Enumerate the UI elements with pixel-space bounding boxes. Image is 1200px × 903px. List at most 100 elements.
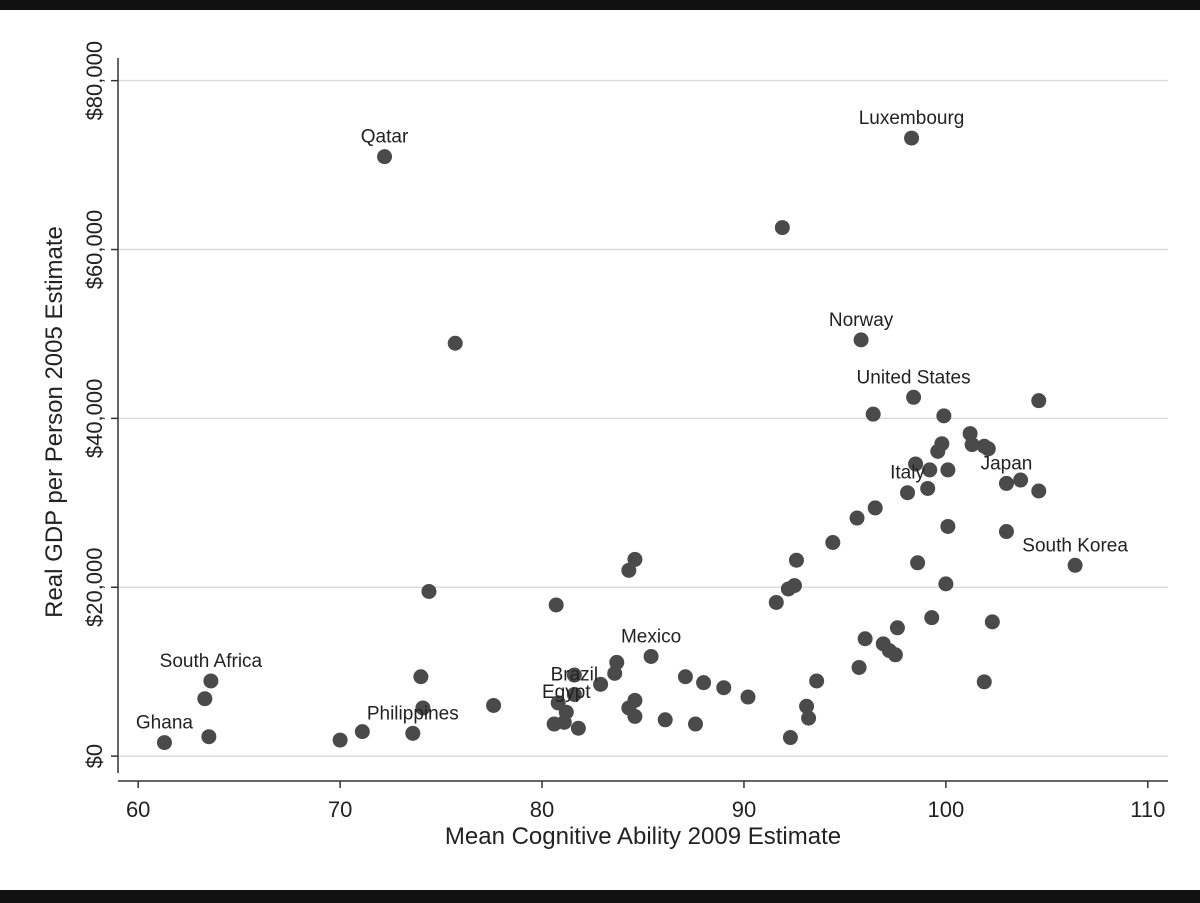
x-tick-label: 70 xyxy=(328,797,352,822)
data-point xyxy=(910,555,926,571)
data-points xyxy=(156,130,1083,751)
data-point xyxy=(940,462,956,478)
data-point xyxy=(865,406,881,422)
data-point xyxy=(627,708,643,724)
data-point xyxy=(940,518,956,534)
y-tick-label: $0 xyxy=(82,744,107,768)
data-point xyxy=(354,724,370,740)
data-point xyxy=(889,620,905,636)
data-point xyxy=(825,535,841,551)
point-label: Mexico xyxy=(621,626,681,647)
y-tick-label: $40,000 xyxy=(82,379,107,459)
data-point xyxy=(1013,472,1029,488)
data-point xyxy=(930,443,946,459)
data-point xyxy=(377,149,393,165)
data-point xyxy=(1067,557,1083,573)
data-point xyxy=(867,500,883,516)
data-point xyxy=(936,408,952,424)
point-label: South Africa xyxy=(160,651,263,672)
point-label: Philippines xyxy=(367,703,459,724)
data-point xyxy=(900,485,916,501)
data-point xyxy=(740,689,756,705)
point-label: Brazil xyxy=(551,664,599,685)
grid-lines xyxy=(118,79,1168,757)
point-label: United States xyxy=(857,367,971,388)
data-point xyxy=(677,669,693,685)
data-point xyxy=(201,729,217,745)
data-point xyxy=(801,710,817,726)
data-point xyxy=(203,673,219,689)
point-label: South Korea xyxy=(1022,535,1128,556)
data-point xyxy=(657,712,673,728)
x-tick-label: 80 xyxy=(530,797,554,822)
data-point xyxy=(768,594,784,610)
data-point xyxy=(998,475,1014,491)
data-point xyxy=(566,667,582,683)
data-point xyxy=(332,732,348,748)
data-point xyxy=(447,335,463,351)
data-point xyxy=(976,674,992,690)
data-point xyxy=(904,130,920,146)
data-point xyxy=(857,631,873,647)
data-point xyxy=(566,686,582,702)
x-tick-label: 110 xyxy=(1130,797,1165,822)
point-label: Luxembourg xyxy=(859,108,965,129)
data-point xyxy=(593,676,609,692)
data-point xyxy=(799,698,815,714)
y-tick-label: $60,000 xyxy=(82,210,107,290)
data-point xyxy=(688,716,703,732)
point-label: Italy xyxy=(890,463,925,484)
data-point xyxy=(887,647,903,663)
y-axis-title: Real GDP per Person 2005 Estimate xyxy=(41,226,68,618)
point-labels: Qatar Luxembourg Norway United States Japan I… xyxy=(136,108,1128,734)
scatter-chart: $0 $20,000 $40,000 $60,000 $80,000 60 70 80 90 10… xyxy=(41,41,1168,850)
data-point xyxy=(548,597,564,613)
data-point xyxy=(984,614,1000,630)
data-point xyxy=(486,697,502,713)
axes: $0 $20,000 $40,000 $60,000 $80,000 60 70 80 90 10… xyxy=(82,41,1168,822)
data-point xyxy=(156,735,172,751)
data-point xyxy=(1031,393,1047,409)
data-point xyxy=(922,462,938,478)
data-point xyxy=(849,510,865,526)
data-point xyxy=(197,691,213,707)
data-point xyxy=(716,680,732,696)
data-point xyxy=(627,551,643,567)
data-point xyxy=(607,665,623,681)
data-point xyxy=(938,576,954,592)
data-point xyxy=(696,675,712,691)
chart-frame: $0 $20,000 $40,000 $60,000 $80,000 60 70 80 90 10… xyxy=(0,10,1200,890)
x-tick-label: 60 xyxy=(126,797,150,822)
data-point xyxy=(1031,483,1047,499)
data-point xyxy=(853,332,869,348)
data-point xyxy=(908,456,924,472)
data-point xyxy=(924,610,940,626)
data-point xyxy=(788,552,804,568)
data-point xyxy=(421,583,437,599)
data-point xyxy=(920,480,936,496)
y-tick-label: $20,000 xyxy=(82,547,107,627)
data-point xyxy=(570,720,586,736)
point-label: Norway xyxy=(829,310,894,331)
data-point xyxy=(413,669,429,685)
data-point xyxy=(774,220,790,236)
data-point xyxy=(643,648,659,664)
data-point xyxy=(809,673,825,689)
data-point xyxy=(998,524,1014,540)
x-tick-label: 100 xyxy=(928,797,965,822)
data-point xyxy=(964,437,980,453)
data-point xyxy=(621,562,637,578)
data-point xyxy=(906,389,922,405)
data-point xyxy=(980,441,996,457)
point-label: Ghana xyxy=(136,713,193,734)
point-label: Japan xyxy=(981,453,1033,474)
point-label: Qatar xyxy=(361,127,409,148)
data-point xyxy=(405,725,421,741)
data-point xyxy=(556,714,572,730)
x-tick-label: 90 xyxy=(732,797,756,822)
y-tick-label: $80,000 xyxy=(82,41,107,121)
point-label: Egypt xyxy=(542,682,591,703)
data-point xyxy=(782,730,798,746)
data-point xyxy=(415,700,431,716)
data-point xyxy=(780,581,796,597)
